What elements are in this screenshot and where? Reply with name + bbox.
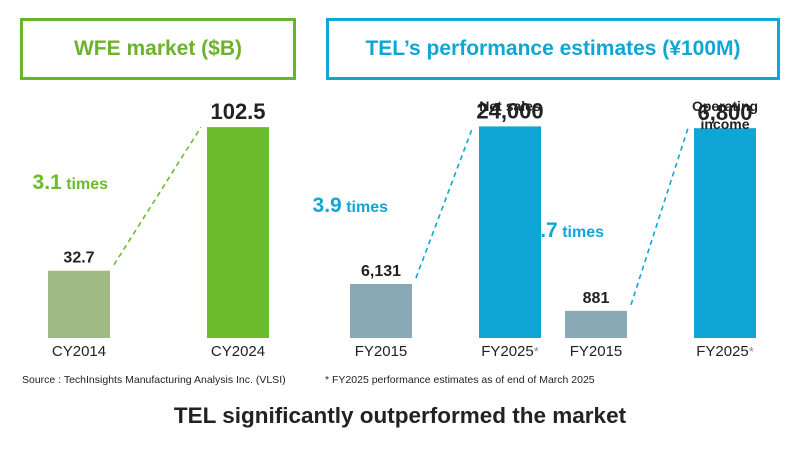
- category-label-2-0: FY2015: [570, 343, 623, 360]
- footer-headline: TEL significantly outperformed the marke…: [173, 403, 627, 428]
- tel-performance-header: TEL’s performance estimates (¥100M): [326, 18, 780, 80]
- category-label-2-1: FY2025*: [696, 343, 754, 360]
- series-title-1-0: Net sales: [479, 98, 541, 114]
- growth-multiplier-1: 3.9 times: [313, 194, 389, 217]
- category-label-1-1: FY2025*: [481, 343, 539, 360]
- value-label-1-1: 24,000: [476, 98, 543, 123]
- value-label-2-0: 881: [583, 290, 610, 307]
- growth-connector-0: [113, 126, 202, 266]
- series-title-2-0: Operating: [692, 98, 758, 114]
- fy2025-footnote: * FY2025 performance estimates as of end…: [325, 374, 595, 386]
- wfe-market-title: WFE market ($B): [73, 37, 243, 60]
- value-label-2-1: 6,800: [697, 100, 752, 125]
- value-label-0-0: 32.7: [63, 250, 94, 267]
- tel-performance-title: TEL’s performance estimates (¥100M): [365, 37, 741, 60]
- growth-connector-2: [630, 127, 689, 306]
- source-note: Source : TechInsights Manufacturing Anal…: [22, 374, 286, 386]
- series-title-2-1: income: [700, 116, 749, 132]
- value-label-1-0: 6,131: [361, 263, 401, 280]
- bar-0-1: [207, 127, 269, 339]
- value-label-0-1: 102.5: [210, 99, 265, 124]
- category-label-1-0: FY2015: [355, 343, 408, 360]
- bar-0-0: [48, 270, 110, 338]
- growth-connector-1: [415, 126, 474, 279]
- bar-1-0: [350, 283, 412, 338]
- category-label-0-0: CY2014: [52, 343, 106, 360]
- growth-multiplier-0: 3.1 times: [33, 171, 109, 194]
- growth-multiplier-2: 7.7 times: [529, 219, 605, 242]
- bar-1-1: [479, 126, 541, 338]
- bar-2-0: [565, 310, 627, 338]
- bar-2-1: [694, 128, 756, 338]
- category-label-0-1: CY2024: [211, 343, 265, 360]
- wfe-market-header: WFE market ($B): [20, 18, 296, 80]
